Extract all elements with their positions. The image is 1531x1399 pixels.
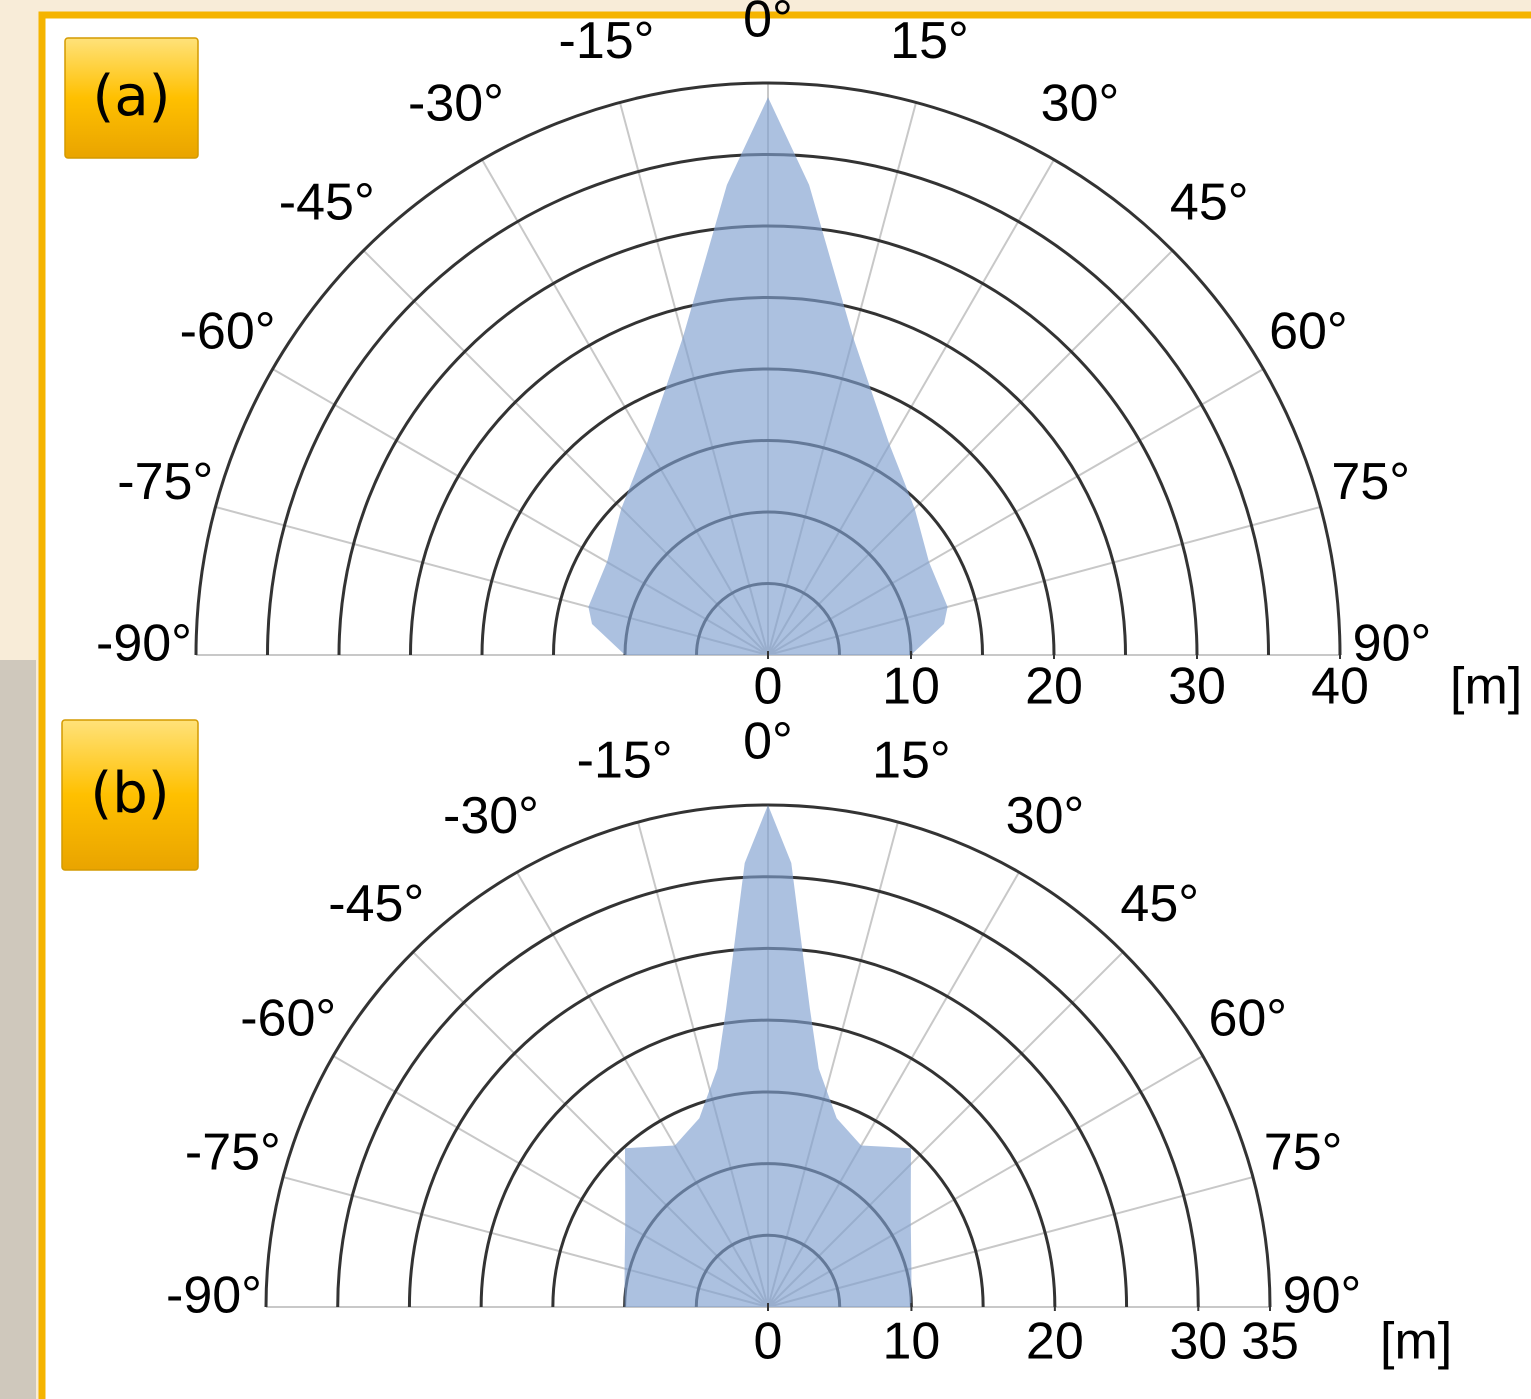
angle-label: -15° <box>577 732 673 790</box>
range-label: 10 <box>883 1313 941 1371</box>
range-label: 10 <box>882 658 940 716</box>
angle-label: -30° <box>443 787 539 845</box>
range-label: 0 <box>754 1313 783 1371</box>
panel-label: (b) <box>90 761 169 826</box>
angle-label: -75° <box>185 1123 281 1181</box>
panel-label: (a) <box>92 64 170 129</box>
angle-label: -45° <box>328 875 424 933</box>
angle-label: -90° <box>166 1267 262 1325</box>
angle-label: -60° <box>240 990 336 1048</box>
range-label: 30 <box>1169 1313 1227 1371</box>
angle-label: 45° <box>1120 875 1199 933</box>
angle-label: 30° <box>1006 787 1085 845</box>
unit-label: [m] <box>1380 1313 1452 1371</box>
range-label: 20 <box>1025 658 1083 716</box>
angle-label: 75° <box>1331 453 1410 511</box>
range-label: 30 <box>1168 658 1226 716</box>
angle-label: -90° <box>96 615 192 673</box>
angle-label: 0° <box>743 713 793 771</box>
range-label: 35 <box>1241 1313 1299 1371</box>
angle-label: 45° <box>1170 173 1249 231</box>
angle-label: 15° <box>890 12 969 70</box>
angle-label: 15° <box>872 732 951 790</box>
angle-label: 75° <box>1264 1123 1343 1181</box>
page: (a)-90°-75°-60°-45°-30°-15°0°15°30°45°60… <box>0 0 1531 1399</box>
range-label: 0 <box>754 658 783 716</box>
figure: (a)-90°-75°-60°-45°-30°-15°0°15°30°45°60… <box>0 0 1531 1399</box>
angle-label: -75° <box>117 453 213 511</box>
angle-label: -60° <box>180 303 276 361</box>
unit-label: [m] <box>1450 658 1522 716</box>
angle-label: 30° <box>1041 74 1120 132</box>
angle-label: 60° <box>1269 303 1348 361</box>
angle-label: -45° <box>279 173 375 231</box>
range-label: 40 <box>1311 658 1369 716</box>
angle-label: 60° <box>1208 990 1287 1048</box>
range-label: 20 <box>1026 1313 1084 1371</box>
angle-label: -15° <box>559 12 655 70</box>
photo-strip <box>0 660 36 1399</box>
angle-label: 0° <box>743 0 793 49</box>
angle-label: -30° <box>408 74 504 132</box>
